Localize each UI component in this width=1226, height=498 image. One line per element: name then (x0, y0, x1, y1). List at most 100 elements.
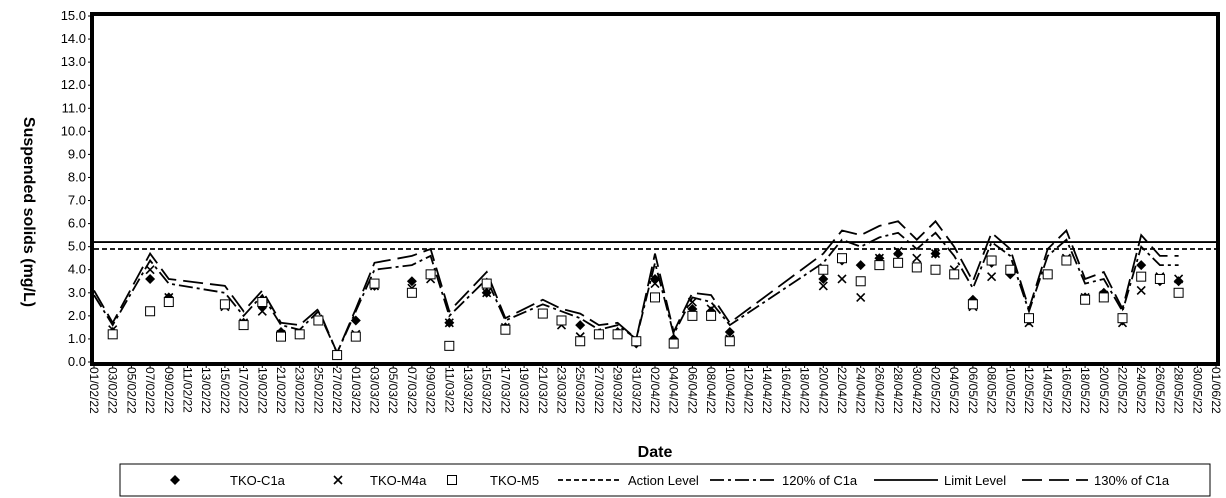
marker-tko-m5 (687, 310, 698, 321)
legend-action-level-label: Action Level (628, 473, 699, 488)
reference-lines (94, 241, 1216, 250)
marker-tko-m5 (163, 297, 174, 308)
x-tick-label: 15/03/22 (480, 367, 494, 414)
marker-tko-m5 (556, 315, 567, 326)
legend-tko-m5-symbol (447, 475, 457, 485)
x-tick-label: 10/05/22 (1003, 367, 1017, 414)
marker-tko-m5 (406, 287, 417, 298)
marker-tko-m4a (650, 279, 660, 289)
x-tick-label: 20/04/22 (816, 367, 830, 414)
x-tick-label: 11/02/22 (181, 367, 195, 413)
marker-tko-m5 (818, 264, 829, 275)
marker-tko-c1a (145, 273, 156, 284)
x-tick-label: 12/05/22 (1022, 367, 1036, 414)
marker-tko-m5 (1042, 269, 1053, 280)
x-tick-label: 16/04/22 (779, 367, 793, 414)
marker-tko-m4a (930, 249, 941, 259)
x-tick-label: 24/05/22 (1134, 367, 1148, 414)
marker-tko-m4a (444, 318, 454, 328)
marker-tko-m4a (856, 292, 866, 302)
x-tick-label: 05/03/22 (386, 367, 400, 414)
x-tick-label: 22/04/22 (835, 367, 849, 414)
marker-tko-m5 (631, 336, 642, 347)
marker-tko-m5 (332, 350, 343, 361)
x-tick-label: 25/02/22 (311, 367, 325, 414)
x-tick-label: 07/03/22 (405, 367, 419, 414)
marker-tko-m5 (967, 299, 978, 310)
x-axis-title: Date (638, 444, 673, 461)
x-tick-label: 03/03/22 (368, 367, 382, 414)
marker-tko-m4a (687, 297, 697, 307)
x-tick-label: 13/03/22 (461, 367, 475, 414)
marker-tko-m4a (893, 246, 903, 256)
legend-120-of-c1a-label: 120% of C1a (782, 473, 858, 488)
x-tick-label: 17/02/22 (237, 367, 251, 414)
x-tick-label: 06/05/22 (966, 367, 980, 414)
line-130-of-c1a (93, 219, 1179, 356)
y-tick-label: 2.0 (68, 308, 86, 323)
marker-tko-c1a (724, 327, 735, 338)
x-tick-label: 01/06/22 (1209, 367, 1223, 414)
marker-tko-m5 (425, 269, 436, 280)
x-tick-label: 29/03/22 (611, 367, 625, 414)
marker-tko-m4a (987, 272, 997, 282)
marker-tko-m5 (1136, 271, 1147, 282)
x-tick-label: 20/05/22 (1097, 367, 1111, 414)
x-tick-label: 10/04/22 (723, 367, 737, 414)
marker-tko-m5 (706, 310, 717, 321)
x-tick-label: 28/04/22 (891, 367, 905, 414)
legend-tko-m5-label: TKO-M5 (490, 473, 539, 488)
y-tick-label: 11.0 (62, 100, 86, 115)
marker-tko-m5 (1024, 313, 1034, 324)
x-tick-label: 01/02/22 (87, 367, 101, 414)
marker-tko-m5 (500, 324, 511, 335)
x-tick-label: 26/04/22 (872, 367, 886, 414)
x-tick-label: 26/05/22 (1153, 367, 1167, 414)
marker-tko-m5 (1098, 292, 1109, 303)
marker-tko-c1a (350, 315, 361, 326)
x-tick-label: 01/03/22 (349, 367, 363, 414)
y-tick-label: 15.0 (61, 8, 86, 23)
legend-130-of-c1a-label: 130% of C1a (1094, 473, 1170, 488)
y-tick-label: 9.0 (68, 146, 86, 161)
x-tick-label: 21/02/22 (274, 367, 288, 414)
x-tick-label: 17/03/22 (498, 367, 512, 414)
x-tick-label: 18/04/22 (798, 367, 812, 414)
marker-tko-m4a (482, 288, 492, 298)
marker-tko-m5 (369, 278, 380, 289)
marker-tko-m5 (593, 329, 604, 340)
marker-tko-m5 (145, 306, 156, 317)
legend-tko-c1a-label: TKO-C1a (230, 473, 286, 488)
marker-tko-m5 (1061, 255, 1072, 266)
y-tick-label: 1.0 (68, 331, 86, 346)
marker-tko-m5 (444, 340, 455, 351)
x-tick-label: 02/04/22 (648, 367, 662, 414)
x-axis-ticks: 01/02/22 03/02/22 05/02/22 07/02/22 09/02/22… (87, 364, 1223, 414)
legend-tko-m4a-symbol (333, 475, 343, 485)
x-tick-label: 23/03/22 (555, 367, 569, 414)
marker-tko-m5 (1154, 273, 1165, 284)
series-lines (93, 219, 1179, 356)
x-tick-label: 08/05/22 (985, 367, 999, 414)
marker-tko-m4a (1136, 285, 1146, 296)
marker-tko-m5 (1117, 313, 1128, 324)
x-tick-label: 14/04/22 (760, 367, 774, 414)
y-tick-label: 12.0 (61, 77, 86, 92)
marker-tko-m5 (107, 329, 118, 340)
y-tick-label: 4.0 (68, 262, 86, 277)
legend-limit-level-label: Limit Level (944, 473, 1006, 488)
x-tick-label: 19/03/22 (517, 367, 531, 414)
x-tick-label: 09/02/22 (162, 367, 176, 414)
marker-tko-m5 (874, 260, 885, 271)
x-tick-label: 25/03/22 (573, 367, 587, 414)
marker-tko-m4a (818, 281, 828, 291)
x-tick-label: 06/04/22 (685, 367, 699, 414)
x-tick-label: 18/05/22 (1078, 367, 1092, 414)
legend-tko-c1a-symbol (170, 475, 180, 485)
x-tick-label: 13/02/22 (199, 367, 213, 414)
x-tick-label: 30/04/22 (910, 367, 924, 414)
marker-tko-m5 (668, 338, 679, 349)
y-tick-label: 8.0 (68, 169, 86, 184)
x-tick-label: 05/02/22 (124, 367, 138, 414)
marker-tko-m5 (537, 308, 548, 319)
